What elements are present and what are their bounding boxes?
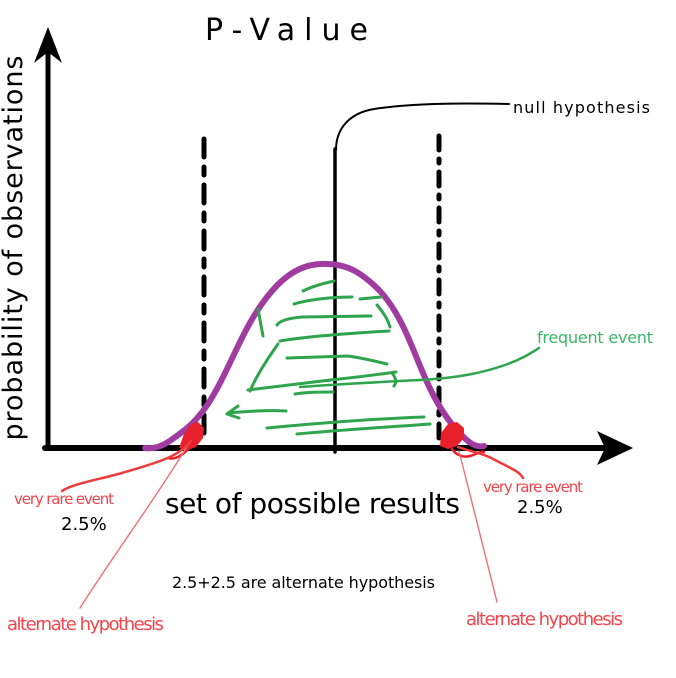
alternate-hypothesis-right-label: alternate hypothesis xyxy=(466,609,623,630)
frequent-event-scribbles xyxy=(225,279,432,436)
alternate-hypothesis-left-label: alternate hypothesis xyxy=(7,614,164,635)
x-axis-arrow-icon xyxy=(597,431,633,465)
frequent-event-label: frequent event xyxy=(537,328,653,347)
bell-curve xyxy=(142,260,487,452)
right-alternate-connector xyxy=(458,450,498,603)
null-hypothesis-connector xyxy=(335,102,510,151)
percent-right-label: 2.5% xyxy=(517,497,563,518)
right-tail-scribble xyxy=(440,422,464,449)
null-hypothesis-label: null hypothesis xyxy=(513,98,650,117)
page-title: P-Value xyxy=(205,13,368,48)
percent-left-label: 2.5% xyxy=(61,514,107,535)
left-tail-scribble xyxy=(179,422,204,450)
very-rare-event-right-label: very rare event xyxy=(483,478,583,496)
frequent-event-connector xyxy=(298,346,541,389)
y-axis-label: probability of observations xyxy=(0,56,29,441)
right-tail-scribble-tail xyxy=(450,447,486,458)
left-rare-event-connector xyxy=(60,439,193,493)
y-axis-arrow-icon xyxy=(34,27,62,63)
very-rare-event-left-label: very rare event xyxy=(14,490,114,508)
alternate-sum-note: 2.5+2.5 are alternate hypothesis xyxy=(172,573,435,592)
x-axis-label: set of possible results xyxy=(165,487,460,520)
right-rare-event-connector xyxy=(456,445,525,480)
left-alternate-connector xyxy=(79,447,187,609)
